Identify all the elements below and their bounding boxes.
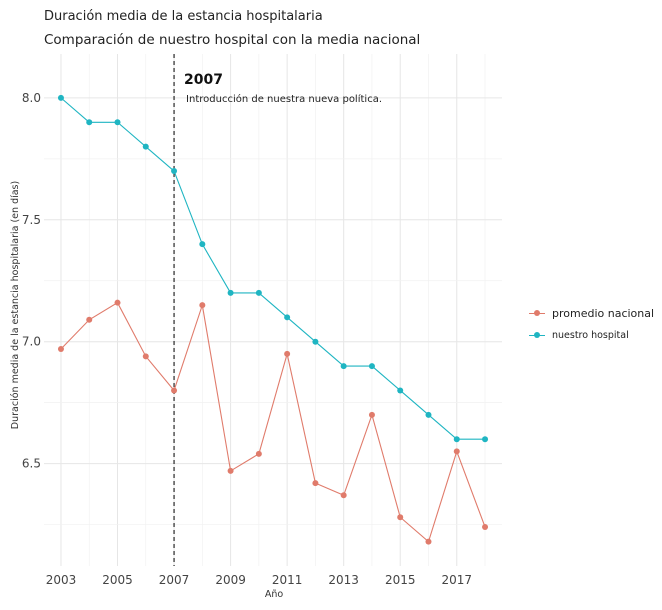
x-axis-title: Año [265, 589, 284, 600]
legend-item-promedio-nacional: promedio nacional [528, 302, 654, 324]
data-point-0-2003 [57, 346, 64, 353]
x-tick-label: 2015 [385, 573, 416, 587]
data-point-1-2006 [142, 143, 149, 150]
x-tick-label: 2005 [102, 573, 133, 587]
x-tick-label: 2007 [159, 573, 190, 587]
data-point-0-2009 [227, 467, 234, 474]
data-point-1-2012 [312, 338, 319, 345]
grid [44, 54, 502, 566]
data-point-0-2007 [171, 387, 178, 394]
legend-swatch-nuestro-hospital [528, 330, 546, 340]
x-tick-label: 2009 [215, 573, 246, 587]
data-point-1-2009 [227, 289, 234, 296]
annotation-label: 2007 [184, 72, 223, 88]
legend-item-nuestro-hospital: nuestro hospital [528, 324, 654, 346]
data-point-0-2012 [312, 480, 319, 487]
data-point-0-2018 [482, 523, 489, 530]
data-point-1-2014 [368, 363, 375, 370]
legend: promedio nacional nuestro hospital [528, 302, 654, 346]
x-tick-label: 2017 [441, 573, 472, 587]
data-point-1-2018 [482, 436, 489, 443]
x-tick-label: 2011 [272, 573, 303, 587]
y-tick-label: 8.0 [22, 91, 41, 105]
data-point-0-2005 [114, 299, 121, 306]
data-point-0-2006 [142, 353, 149, 360]
y-axis-title: Duración media de la estancia hospitalar… [10, 181, 21, 429]
y-tick-label: 7.5 [22, 213, 41, 227]
data-point-0-2013 [340, 492, 347, 499]
data-point-1-2013 [340, 363, 347, 370]
data-point-0-2011 [284, 350, 291, 357]
data-point-0-2004 [86, 316, 93, 323]
x-tick-label: 2003 [46, 573, 77, 587]
chart-title: Duración media de la estancia hospitalar… [44, 9, 323, 24]
chart-subtitle: Comparación de nuestro hospital con la m… [44, 32, 421, 48]
data-point-0-2016 [425, 538, 432, 545]
data-point-0-2017 [453, 448, 460, 455]
data-point-1-2017 [453, 436, 460, 443]
annotation-text: Introducción de nuestra nueva política. [186, 93, 382, 105]
y-tick-label: 6.5 [22, 457, 41, 471]
x-tick-label: 2013 [328, 573, 359, 587]
data-point-1-2011 [284, 314, 291, 321]
series-layer [57, 94, 489, 545]
data-point-1-2005 [114, 119, 121, 126]
series-line-1 [60, 97, 486, 440]
annotation-layer: 2007 Introducción de nuestra nueva políti… [173, 54, 382, 566]
data-point-1-2004 [86, 119, 93, 126]
legend-swatch-promedio-nacional [528, 308, 546, 318]
data-point-1-2010 [255, 289, 262, 296]
legend-label-nuestro-hospital: nuestro hospital [552, 329, 629, 341]
series-line-0 [60, 301, 486, 543]
data-point-1-2003 [57, 94, 64, 101]
ticks: 2003 2005 2007 2009 2011 2013 2015 2017 6.5 7.0 7.… [22, 91, 472, 587]
legend-label-promedio-nacional: promedio nacional [552, 306, 655, 320]
y-tick-label: 7.0 [22, 335, 41, 349]
data-point-0-2015 [397, 514, 404, 521]
data-point-1-2016 [425, 411, 432, 418]
data-point-1-2007 [171, 168, 178, 175]
data-point-1-2015 [397, 387, 404, 394]
data-point-0-2014 [368, 411, 375, 418]
data-point-0-2008 [199, 302, 206, 309]
data-point-1-2008 [199, 241, 206, 248]
data-point-0-2010 [255, 450, 262, 457]
